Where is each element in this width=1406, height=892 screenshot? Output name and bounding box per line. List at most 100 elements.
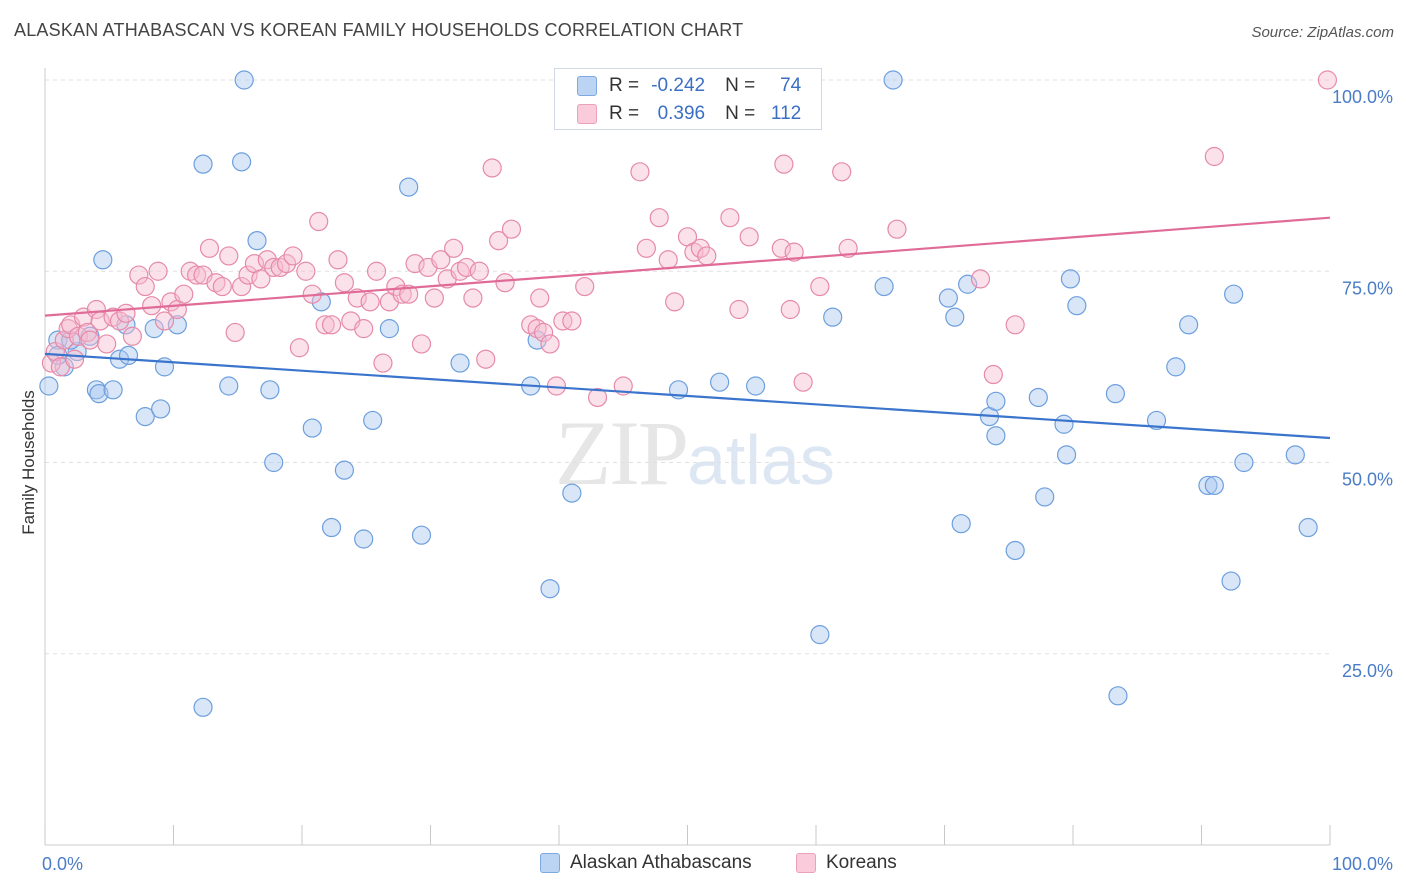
y-axis-label: Family Households	[19, 390, 38, 535]
trendline-korean	[44, 216, 1331, 317]
point-athabascan	[118, 345, 139, 365]
legend-swatch-koreans	[796, 853, 816, 873]
point-athabascan	[232, 152, 252, 172]
point-athabascan	[823, 307, 843, 327]
r-label: R =	[609, 75, 640, 96]
y-tick-label: 100.0%	[1332, 87, 1393, 107]
point-korean	[476, 349, 496, 369]
point-korean	[64, 349, 85, 369]
source-label: Source: ZipAtlas.com	[1251, 24, 1394, 41]
point-athabascan	[363, 410, 383, 431]
point-athabascan	[379, 319, 399, 339]
point-athabascan	[951, 514, 971, 534]
korean-swatch	[577, 104, 597, 124]
point-korean	[199, 238, 220, 258]
point-athabascan	[247, 231, 267, 251]
point-athabascan	[1298, 517, 1318, 538]
legend-label-koreans: Koreans	[826, 852, 897, 873]
point-athabascan	[1234, 452, 1254, 473]
point-korean	[315, 315, 335, 335]
point-korean	[697, 246, 717, 266]
point-korean	[780, 299, 800, 320]
point-athabascan	[938, 288, 958, 308]
point-athabascan	[93, 250, 113, 270]
point-athabascan	[135, 407, 155, 427]
point-athabascan	[1056, 445, 1077, 465]
point-korean	[540, 334, 560, 354]
n-label: N =	[725, 75, 756, 96]
point-athabascan	[1067, 296, 1087, 316]
point-korean	[238, 265, 258, 285]
point-athabascan	[302, 418, 322, 438]
point-athabascan	[540, 579, 560, 599]
point-athabascan	[746, 376, 766, 396]
point-korean	[77, 322, 98, 343]
point-korean	[1317, 70, 1338, 90]
point-korean	[774, 154, 794, 174]
r-label: R =	[609, 103, 640, 124]
point-athabascan	[1204, 475, 1224, 496]
r-value-korean: 0.396	[657, 103, 706, 124]
chart-title: ALASKAN ATHABASCAN VS KOREAN FAMILY HOUS…	[14, 20, 744, 40]
point-korean	[1005, 315, 1025, 335]
point-korean	[97, 334, 117, 354]
point-korean	[309, 211, 329, 232]
legend-item-koreans[interactable]: Koreans	[796, 852, 897, 874]
point-korean	[495, 273, 515, 293]
point-athabascan	[1166, 357, 1186, 377]
point-athabascan	[260, 380, 280, 400]
point-athabascan	[562, 483, 582, 503]
point-korean	[399, 284, 419, 304]
point-korean	[729, 299, 749, 320]
point-korean	[469, 261, 489, 281]
point-korean	[264, 257, 284, 278]
legend-item-athabascans[interactable]: Alaskan Athabascans	[540, 852, 752, 874]
point-korean	[444, 238, 464, 258]
watermark: ZIPatlas	[555, 400, 835, 506]
point-korean	[148, 261, 168, 281]
point-korean	[665, 292, 685, 312]
point-korean	[142, 296, 162, 316]
point-athabascan	[1198, 475, 1218, 496]
point-athabascan	[1028, 387, 1048, 408]
point-athabascan	[958, 274, 978, 294]
point-korean	[251, 269, 271, 289]
point-korean	[80, 330, 100, 350]
point-korean	[739, 227, 759, 247]
point-athabascan	[151, 399, 171, 419]
point-korean	[482, 158, 502, 178]
n-value-athabascan: 74	[780, 75, 802, 96]
point-korean	[276, 254, 297, 274]
y-tick-label: 75.0%	[1342, 278, 1393, 298]
point-athabascan	[986, 391, 1006, 411]
legend-swatch-athabascans	[540, 853, 560, 873]
point-korean	[347, 288, 367, 308]
point-athabascan	[945, 307, 965, 327]
watermark-atlas: atlas	[687, 421, 835, 499]
point-korean	[187, 265, 207, 285]
athabascan-swatch	[577, 76, 597, 96]
point-korean	[575, 276, 595, 297]
point-korean	[360, 292, 380, 312]
point-korean	[366, 261, 387, 281]
point-korean	[1204, 146, 1224, 167]
point-athabascan	[193, 154, 213, 174]
point-korean	[793, 372, 813, 392]
point-athabascan	[710, 372, 730, 392]
point-korean	[373, 353, 393, 373]
point-athabascan	[334, 460, 355, 480]
point-korean	[649, 208, 669, 228]
point-korean	[86, 299, 107, 320]
point-korean	[636, 238, 656, 258]
point-athabascan	[1285, 445, 1305, 465]
point-korean	[411, 334, 432, 354]
bottom-legend: Alaskan Athabascans Koreans	[0, 848, 1406, 880]
x-tick-label: 0.0%	[42, 854, 83, 874]
point-athabascan	[1108, 686, 1128, 706]
point-korean	[154, 311, 175, 331]
point-korean	[630, 162, 650, 182]
stats-row-athabascan: R = -0.242 N = 74	[577, 75, 801, 97]
point-korean	[983, 364, 1003, 385]
point-korean	[296, 261, 316, 281]
